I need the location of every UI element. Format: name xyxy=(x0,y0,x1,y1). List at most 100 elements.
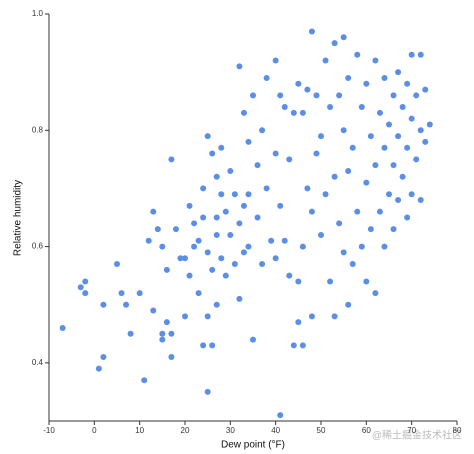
point xyxy=(345,301,352,308)
point xyxy=(363,179,370,186)
point xyxy=(408,51,415,58)
point xyxy=(218,191,225,198)
point xyxy=(277,202,284,209)
point xyxy=(136,290,143,297)
point xyxy=(250,92,256,99)
point xyxy=(404,80,411,87)
point xyxy=(281,104,288,111)
point xyxy=(172,226,179,233)
point xyxy=(417,127,424,134)
point xyxy=(372,290,379,297)
point xyxy=(336,220,343,227)
point xyxy=(331,173,338,180)
point xyxy=(381,74,388,81)
x-tick-label: 40 xyxy=(271,426,280,435)
point xyxy=(114,261,120,268)
point xyxy=(404,144,411,151)
point xyxy=(367,226,374,233)
point xyxy=(376,208,383,215)
point xyxy=(372,162,379,169)
point xyxy=(200,214,207,221)
point xyxy=(322,191,329,198)
point xyxy=(200,185,207,192)
point xyxy=(286,272,293,279)
point xyxy=(145,237,152,244)
x-tick-label: 60 xyxy=(362,426,371,435)
point xyxy=(245,191,252,198)
point xyxy=(200,342,207,349)
point xyxy=(259,261,266,268)
x-tick-label: 50 xyxy=(317,426,326,435)
point xyxy=(390,226,397,233)
point xyxy=(290,342,297,349)
point xyxy=(422,86,429,93)
point xyxy=(390,162,397,169)
point xyxy=(408,191,415,198)
point xyxy=(154,226,161,233)
point xyxy=(327,278,334,285)
point xyxy=(354,51,361,58)
point xyxy=(299,109,306,116)
point xyxy=(272,150,279,157)
point xyxy=(295,278,302,285)
y-tick-label: 0.4 xyxy=(32,358,44,367)
point xyxy=(318,133,324,140)
point xyxy=(363,80,370,87)
point xyxy=(417,51,424,58)
point xyxy=(263,185,270,192)
x-tick-label: 80 xyxy=(453,426,462,435)
y-tick-label: 0.8 xyxy=(32,125,44,134)
point xyxy=(209,150,216,157)
point xyxy=(349,261,356,268)
point xyxy=(218,255,225,262)
point xyxy=(308,28,315,35)
point xyxy=(358,104,365,111)
point xyxy=(222,208,229,215)
point xyxy=(159,330,166,337)
point xyxy=(395,69,402,76)
point xyxy=(222,272,229,279)
point xyxy=(141,377,148,384)
point xyxy=(236,220,243,227)
point xyxy=(236,63,243,70)
point xyxy=(77,284,84,291)
point xyxy=(358,243,365,250)
point xyxy=(308,313,315,320)
point xyxy=(345,167,352,174)
point xyxy=(331,40,338,47)
point xyxy=(349,144,356,151)
point xyxy=(227,167,234,174)
point xyxy=(182,313,188,320)
point xyxy=(340,249,347,256)
point xyxy=(168,330,175,337)
point xyxy=(240,202,247,209)
point xyxy=(340,34,347,41)
point xyxy=(254,162,261,169)
point xyxy=(168,156,175,163)
point xyxy=(336,92,343,99)
point xyxy=(304,86,311,93)
point xyxy=(408,115,415,122)
point xyxy=(272,57,279,64)
point xyxy=(231,191,238,198)
point xyxy=(417,197,424,204)
point xyxy=(327,104,334,111)
point xyxy=(372,57,379,64)
point xyxy=(299,342,306,349)
point xyxy=(304,185,311,192)
point xyxy=(159,336,166,343)
x-tick-label: 10 xyxy=(135,426,144,435)
point xyxy=(345,74,352,81)
point xyxy=(299,243,306,250)
point xyxy=(231,261,238,268)
point xyxy=(100,354,107,361)
point xyxy=(340,127,347,134)
point xyxy=(354,208,361,215)
point xyxy=(308,208,315,215)
point xyxy=(186,272,193,279)
x-tick-label: 20 xyxy=(181,426,190,435)
point xyxy=(286,156,293,163)
point xyxy=(218,144,225,151)
point xyxy=(259,127,266,134)
point xyxy=(277,412,284,419)
